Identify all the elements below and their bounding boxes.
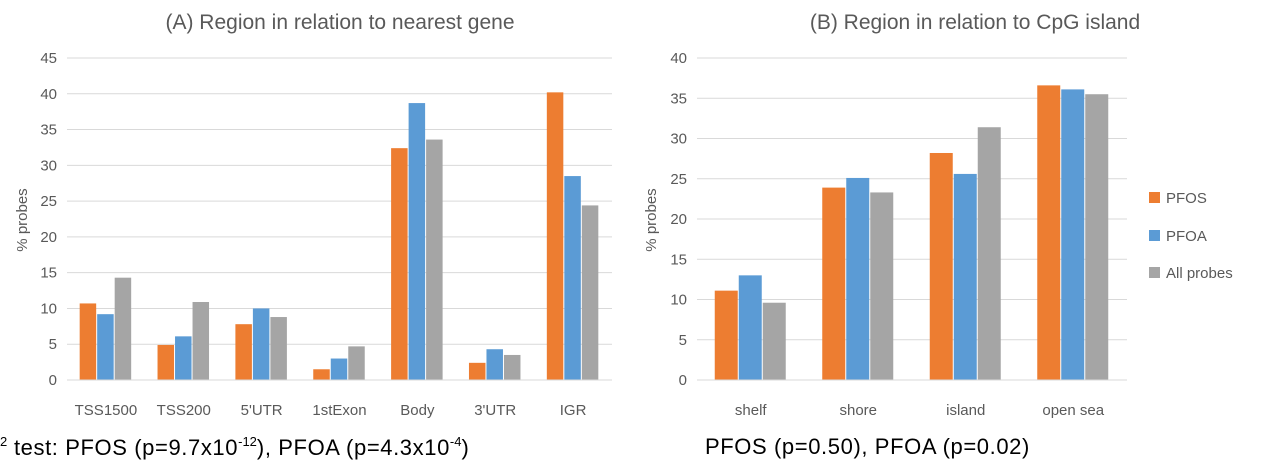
bar-pfos-shelf bbox=[714, 290, 738, 380]
footnote-left-superscript: 2 bbox=[0, 434, 8, 449]
bar-all-probes-open-sea bbox=[1085, 94, 1109, 380]
bar-all-probes-shore bbox=[870, 192, 894, 380]
y-tick-label: 35 bbox=[40, 122, 57, 139]
legend-label-pfoa: PFOA bbox=[1166, 228, 1207, 245]
bar-pfoa-island bbox=[953, 173, 977, 380]
bar-all-probes-shelf bbox=[762, 302, 786, 380]
legend-label-pfos: PFOS bbox=[1166, 190, 1207, 207]
chart-b-y-ticks: 0 5 10 15 20 25 30 35 40 bbox=[670, 50, 687, 389]
bar-pfos-shore bbox=[822, 187, 846, 380]
y-tick-label: 5 bbox=[49, 336, 57, 353]
bar-pfos-1stexon bbox=[313, 369, 330, 380]
bar-pfos-body bbox=[391, 148, 408, 380]
y-tick-label: 45 bbox=[40, 50, 57, 67]
y-tick-label: 0 bbox=[679, 372, 687, 389]
legend-swatch-pfos bbox=[1149, 192, 1160, 203]
y-tick-label: 10 bbox=[40, 300, 57, 317]
y-tick-label: 30 bbox=[40, 157, 57, 174]
footnote-left-exponent-1: -12 bbox=[238, 434, 257, 449]
figure-canvas: (A) Region in relation to nearest gene 0… bbox=[14, 11, 1233, 419]
bar-pfoa-body bbox=[408, 103, 426, 380]
x-tick-label: IGR bbox=[560, 402, 587, 419]
x-tick-label: open sea bbox=[1042, 402, 1104, 419]
x-tick-label: TSS1500 bbox=[75, 402, 138, 419]
footnote-left-text-3: ) bbox=[461, 435, 470, 460]
legend-swatch-all-probes bbox=[1149, 267, 1160, 278]
y-tick-label: 40 bbox=[40, 86, 57, 103]
footnote-left-exponent-2: -4 bbox=[449, 434, 462, 449]
chart-a-bars bbox=[79, 92, 599, 380]
footnote-left-text-1: test: PFOS (p=9.7x10 bbox=[7, 435, 239, 460]
x-tick-label: shelf bbox=[735, 402, 768, 419]
y-tick-label: 25 bbox=[40, 193, 57, 210]
y-tick-label: 0 bbox=[49, 372, 57, 389]
x-tick-label: shore bbox=[839, 402, 877, 419]
bar-pfos-open-sea bbox=[1037, 85, 1061, 381]
bar-pfoa-3-utr bbox=[486, 349, 503, 380]
bar-pfos-igr bbox=[546, 92, 564, 380]
chart-b: (B) Region in relation to CpG island 0 5 1… bbox=[643, 11, 1140, 419]
bar-pfos-island bbox=[929, 152, 953, 380]
bar-pfoa-open-sea bbox=[1061, 89, 1085, 381]
y-tick-label: 20 bbox=[670, 211, 687, 228]
footnote-right: PFOS (p=0.50), PFOA (p=0.02) bbox=[705, 434, 1030, 459]
y-tick-label: 20 bbox=[40, 229, 57, 246]
bar-all-probes-5-utr bbox=[270, 317, 287, 380]
bar-all-probes-tss1500 bbox=[114, 277, 132, 380]
bar-pfoa-1stexon bbox=[330, 358, 348, 380]
x-tick-label: 5'UTR bbox=[241, 402, 283, 419]
y-tick-label: 5 bbox=[679, 332, 687, 349]
bar-pfoa-tss1500 bbox=[97, 314, 114, 380]
bar-all-probes-tss200 bbox=[192, 302, 210, 380]
y-tick-label: 30 bbox=[670, 131, 687, 148]
bar-pfoa-tss200 bbox=[175, 336, 192, 380]
legend: PFOS PFOA All probes bbox=[1149, 190, 1233, 282]
bar-pfos-tss200 bbox=[157, 344, 175, 380]
bar-pfos-tss1500 bbox=[79, 303, 97, 380]
y-tick-label: 10 bbox=[670, 292, 687, 309]
chart-b-y-axis-label: % probes bbox=[643, 188, 660, 251]
footnote-left: 2 test: PFOS (p=9.7x10-12), PFOA (p=4.3x… bbox=[0, 434, 469, 461]
chart-b-title: (B) Region in relation to CpG island bbox=[810, 11, 1140, 34]
chart-a-x-ticks: TSS1500 TSS200 5'UTR 1stExon Body 3'UTR IGR bbox=[75, 402, 587, 419]
bar-pfoa-shore bbox=[846, 177, 870, 380]
bar-pfos-5-utr bbox=[235, 324, 252, 380]
bar-all-probes-1stexon bbox=[348, 346, 365, 380]
bar-all-probes-island bbox=[977, 127, 1001, 380]
chart-b-bars bbox=[714, 85, 1109, 381]
y-tick-label: 15 bbox=[670, 251, 687, 268]
x-tick-label: 1stExon bbox=[312, 402, 366, 419]
bar-pfoa-5-utr bbox=[252, 308, 270, 380]
x-tick-label: Body bbox=[400, 402, 435, 419]
y-tick-label: 25 bbox=[670, 171, 687, 188]
bar-pfoa-igr bbox=[564, 176, 581, 380]
bar-all-probes-igr bbox=[581, 205, 599, 380]
bar-all-probes-body bbox=[426, 139, 443, 380]
chart-a-title: (A) Region in relation to nearest gene bbox=[165, 11, 514, 34]
chart-a: (A) Region in relation to nearest gene 0… bbox=[14, 11, 612, 419]
bar-pfos-3-utr bbox=[468, 362, 486, 380]
legend-swatch-pfoa bbox=[1149, 230, 1160, 241]
y-tick-label: 40 bbox=[670, 50, 687, 67]
legend-label-all-probes: All probes bbox=[1166, 265, 1233, 282]
x-tick-label: TSS200 bbox=[157, 402, 211, 419]
y-tick-label: 35 bbox=[670, 90, 687, 107]
x-tick-label: island bbox=[946, 402, 985, 419]
y-tick-label: 15 bbox=[40, 265, 57, 282]
bar-all-probes-3-utr bbox=[503, 354, 521, 380]
x-tick-label: 3'UTR bbox=[474, 402, 516, 419]
chart-a-gridlines bbox=[67, 57, 612, 345]
chart-a-y-ticks: 0 5 10 15 20 25 30 35 40 45 bbox=[40, 50, 57, 389]
bar-pfoa-shelf bbox=[738, 275, 762, 380]
chart-b-x-ticks: shelf shore island open sea bbox=[735, 402, 1105, 419]
footnote-left-text-2: ), PFOA (p=4.3x10 bbox=[256, 435, 450, 460]
chart-a-y-axis-label: % probes bbox=[14, 188, 31, 251]
